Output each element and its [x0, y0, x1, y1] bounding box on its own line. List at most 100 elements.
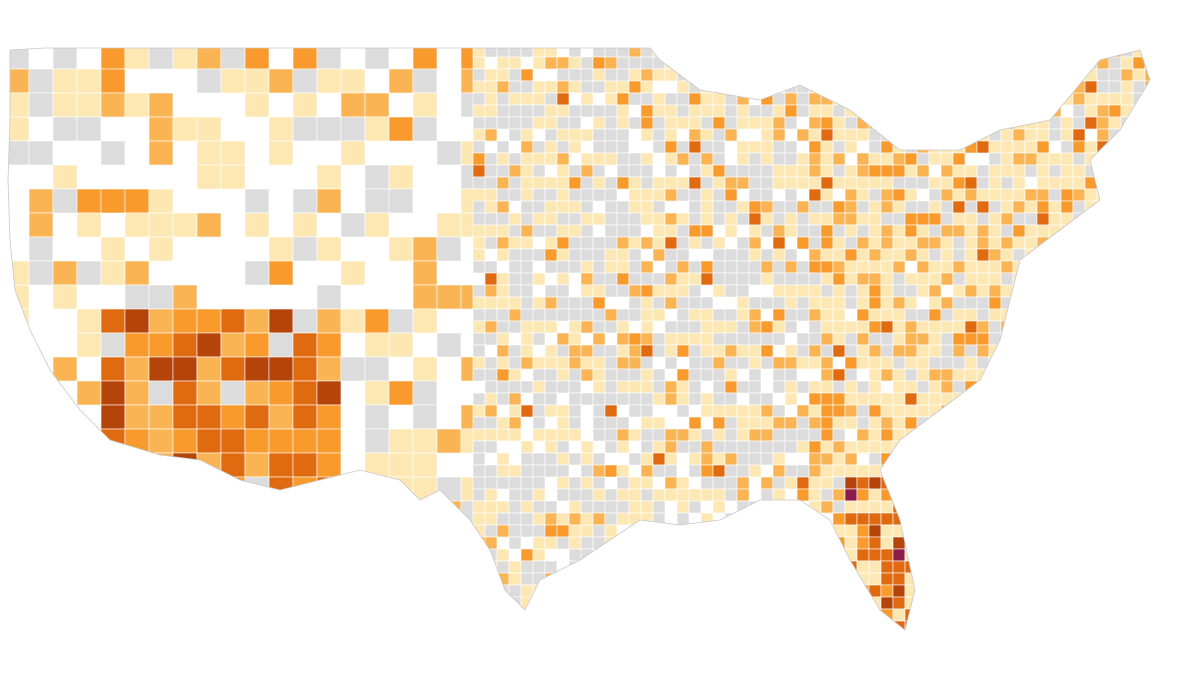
county — [472, 260, 486, 274]
county — [604, 56, 618, 70]
county — [28, 236, 54, 262]
county — [472, 344, 486, 358]
county — [760, 152, 774, 166]
county — [1108, 116, 1122, 130]
county — [652, 68, 666, 82]
county — [268, 116, 294, 142]
county — [292, 332, 318, 358]
county — [292, 48, 318, 70]
county — [544, 380, 558, 394]
county — [532, 92, 546, 106]
county — [436, 212, 462, 238]
county — [856, 164, 870, 178]
county — [844, 476, 858, 490]
county — [592, 236, 606, 250]
county — [148, 140, 174, 166]
county — [640, 104, 654, 118]
county — [640, 404, 654, 418]
county — [736, 200, 750, 214]
county — [928, 308, 942, 322]
county — [880, 416, 894, 430]
county — [520, 452, 534, 466]
county — [784, 260, 798, 274]
county — [616, 488, 630, 502]
county — [868, 284, 882, 298]
county — [832, 236, 846, 250]
county — [676, 404, 690, 418]
county — [148, 48, 174, 70]
county — [520, 464, 534, 478]
county — [856, 332, 870, 346]
county — [808, 380, 822, 394]
county — [940, 368, 954, 382]
county — [484, 176, 498, 190]
county — [928, 284, 942, 298]
county — [388, 116, 414, 142]
county — [760, 452, 774, 466]
county — [484, 476, 498, 490]
county — [892, 572, 906, 586]
county — [532, 272, 546, 286]
county — [520, 236, 534, 250]
county — [976, 224, 990, 238]
county — [532, 224, 546, 238]
county — [496, 236, 510, 250]
county — [760, 140, 774, 154]
county — [472, 80, 486, 94]
county — [976, 308, 990, 322]
county — [676, 272, 690, 286]
county — [700, 332, 714, 346]
county — [868, 332, 882, 346]
county — [148, 404, 174, 430]
county — [484, 224, 498, 238]
county — [580, 500, 594, 514]
county — [1012, 188, 1026, 202]
county — [844, 272, 858, 286]
county — [592, 260, 606, 274]
county — [916, 308, 930, 322]
county — [556, 224, 570, 238]
county — [1048, 188, 1062, 202]
county — [520, 404, 534, 418]
county — [616, 92, 630, 106]
county — [316, 380, 342, 406]
county — [520, 284, 534, 298]
county — [952, 212, 966, 226]
county — [592, 476, 606, 490]
county — [772, 464, 786, 478]
county — [892, 296, 906, 310]
county — [1000, 176, 1014, 190]
county — [520, 572, 534, 586]
county — [688, 92, 702, 106]
county — [532, 464, 546, 478]
county — [736, 440, 750, 454]
county — [772, 200, 786, 214]
county — [904, 200, 918, 214]
county — [772, 488, 786, 502]
county — [556, 296, 570, 310]
county — [676, 440, 690, 454]
county — [796, 260, 810, 274]
county — [1084, 104, 1098, 118]
county — [544, 200, 558, 214]
county — [772, 476, 786, 490]
county — [952, 236, 966, 250]
county — [532, 200, 546, 214]
county — [808, 152, 822, 166]
county — [292, 452, 318, 478]
county — [556, 212, 570, 226]
county — [580, 368, 594, 382]
county — [808, 344, 822, 358]
county — [544, 116, 558, 130]
county — [556, 116, 570, 130]
county — [880, 368, 894, 382]
county — [844, 512, 858, 526]
county — [880, 308, 894, 322]
county — [496, 332, 510, 346]
county — [592, 116, 606, 130]
county — [664, 260, 678, 274]
county — [664, 212, 678, 226]
county — [1048, 212, 1062, 226]
county — [772, 116, 786, 130]
county — [496, 548, 510, 562]
